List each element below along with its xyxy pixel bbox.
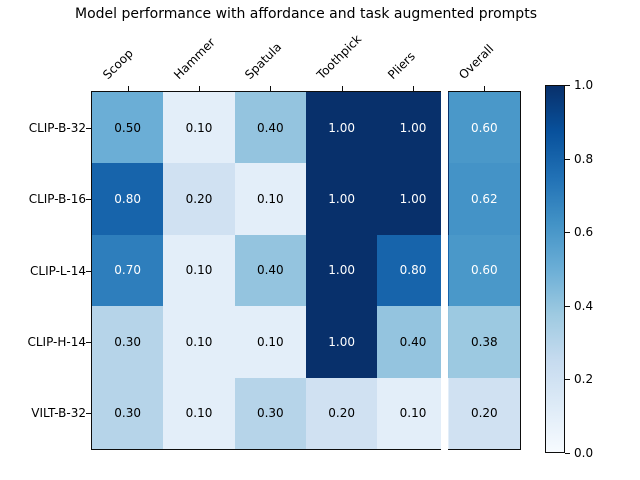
cell-value: 0.80 bbox=[114, 192, 142, 207]
cell-value: 0.20 bbox=[185, 192, 213, 207]
heatmap-cell: 0.38 bbox=[448, 306, 520, 378]
colorbar-tick-label: 0.8 bbox=[574, 151, 594, 166]
cell-value: 1.00 bbox=[328, 334, 356, 349]
cell-value: 1.00 bbox=[328, 120, 356, 135]
colorbar-tick-label: 0.0 bbox=[574, 446, 594, 460]
heatmap-cell: 1.00 bbox=[377, 163, 449, 235]
heatmap-cell: 0.10 bbox=[163, 234, 235, 307]
column-label: Pliers bbox=[385, 49, 418, 82]
chart-title: Model performance with affordance and ta… bbox=[75, 6, 537, 22]
y-axis-tick bbox=[86, 270, 91, 272]
row-label: CLIP-L-14 bbox=[30, 263, 86, 278]
heatmap-cell: 0.20 bbox=[448, 377, 520, 449]
colorbar-tick-label: 0.4 bbox=[574, 298, 594, 313]
heatmap-cell: 0.80 bbox=[377, 234, 449, 307]
heatmap-cell: 1.00 bbox=[306, 92, 378, 164]
heatmap-cell: 0.30 bbox=[92, 306, 164, 378]
cell-value: 0.62 bbox=[470, 192, 498, 207]
y-axis-tick bbox=[86, 341, 91, 343]
cell-value: 1.00 bbox=[328, 192, 356, 207]
heatmap-cell: 0.30 bbox=[234, 377, 306, 449]
cell-value: 0.38 bbox=[470, 334, 498, 349]
cell-value: 0.60 bbox=[470, 263, 498, 278]
cell-value: 1.00 bbox=[399, 192, 427, 207]
cell-value: 0.20 bbox=[470, 406, 498, 421]
heatmap-cell: 0.20 bbox=[163, 163, 235, 235]
cell-value: 1.00 bbox=[399, 120, 427, 135]
column-label: Toothpick bbox=[313, 31, 364, 82]
heatmap-cell: 0.10 bbox=[377, 377, 449, 449]
heatmap-cell: 0.60 bbox=[448, 92, 520, 164]
cell-value: 0.80 bbox=[399, 263, 427, 278]
column-label: Scoop bbox=[99, 46, 136, 82]
column-label: Overall bbox=[456, 41, 497, 82]
heatmap-cell: 0.20 bbox=[306, 377, 378, 449]
x-axis-tick bbox=[484, 86, 486, 91]
column-label: Spatula bbox=[242, 39, 285, 82]
x-axis-tick bbox=[270, 86, 272, 91]
heatmap-cell: 0.10 bbox=[163, 377, 235, 449]
colorbar-tick bbox=[565, 305, 570, 307]
cell-value: 0.10 bbox=[256, 192, 284, 207]
colorbar-tick bbox=[565, 453, 570, 454]
y-axis-tick bbox=[86, 127, 91, 129]
colorbar-tick bbox=[565, 379, 570, 381]
colorbar-tick-label: 0.6 bbox=[574, 225, 594, 240]
heatmap-cell: 0.50 bbox=[92, 92, 164, 164]
heatmap-cell: 0.10 bbox=[163, 306, 235, 378]
colorbar bbox=[545, 85, 565, 453]
cell-value: 0.10 bbox=[399, 406, 427, 421]
column-label: Hammer bbox=[171, 35, 218, 82]
cell-value: 0.10 bbox=[185, 406, 213, 421]
cell-value: 0.40 bbox=[399, 334, 427, 349]
colorbar-tick-label: 1.0 bbox=[574, 78, 594, 92]
cell-value: 0.30 bbox=[114, 334, 142, 349]
cell-value: 0.40 bbox=[256, 263, 284, 278]
heatmap-cell: 0.60 bbox=[448, 234, 520, 307]
x-axis-tick bbox=[199, 86, 200, 91]
heatmap-cell: 0.10 bbox=[234, 163, 306, 235]
row-label: CLIP-B-16 bbox=[28, 192, 86, 207]
cell-value: 0.10 bbox=[256, 334, 284, 349]
cell-value: 0.70 bbox=[114, 263, 142, 278]
heatmap-cell: 0.40 bbox=[234, 92, 306, 164]
cell-value: 0.10 bbox=[185, 120, 213, 135]
heatmap-cell: 0.40 bbox=[377, 306, 449, 378]
heatmap-cell: 0.10 bbox=[234, 306, 306, 378]
x-axis-tick bbox=[413, 86, 414, 91]
y-axis-tick bbox=[86, 199, 91, 201]
row-label: VILT-B-32 bbox=[31, 406, 86, 421]
cell-value: 0.20 bbox=[328, 406, 356, 421]
heatmap-cell: 0.30 bbox=[92, 377, 164, 449]
heatmap-cell: 0.80 bbox=[92, 163, 164, 235]
x-axis-tick bbox=[127, 86, 129, 91]
cell-value: 0.30 bbox=[256, 406, 284, 421]
cell-value: 0.10 bbox=[185, 334, 213, 349]
heatmap-cell: 0.40 bbox=[234, 234, 306, 307]
heatmap-cell: 0.10 bbox=[163, 92, 235, 164]
cell-value: 0.10 bbox=[185, 263, 213, 278]
heatmap-cell: 1.00 bbox=[306, 306, 378, 378]
heatmap-cell: 0.70 bbox=[92, 234, 164, 307]
overall-column-separator bbox=[441, 90, 448, 450]
y-axis-tick bbox=[86, 413, 91, 415]
heatmap-grid: 0.50 0.10 0.40 1.00 1.00 0.60 0.80 0.20 0.10 1.00… bbox=[91, 91, 521, 450]
colorbar-tick-label: 0.2 bbox=[574, 372, 594, 387]
heatmap-cell: 1.00 bbox=[306, 234, 378, 307]
cell-value: 0.30 bbox=[114, 406, 142, 421]
colorbar-tick bbox=[565, 158, 570, 160]
heatmap-cell: 1.00 bbox=[306, 163, 378, 235]
x-axis-tick bbox=[341, 86, 343, 91]
cell-value: 0.40 bbox=[256, 120, 284, 135]
cell-value: 1.00 bbox=[328, 263, 356, 278]
colorbar-tick bbox=[565, 85, 570, 86]
heatmap-cell: 1.00 bbox=[377, 92, 449, 164]
cell-value: 0.60 bbox=[470, 120, 498, 135]
row-label: CLIP-B-32 bbox=[28, 120, 86, 135]
row-label: CLIP-H-14 bbox=[27, 334, 86, 349]
colorbar-tick bbox=[565, 232, 570, 234]
heatmap-cell: 0.62 bbox=[448, 163, 520, 235]
cell-value: 0.50 bbox=[114, 120, 142, 135]
